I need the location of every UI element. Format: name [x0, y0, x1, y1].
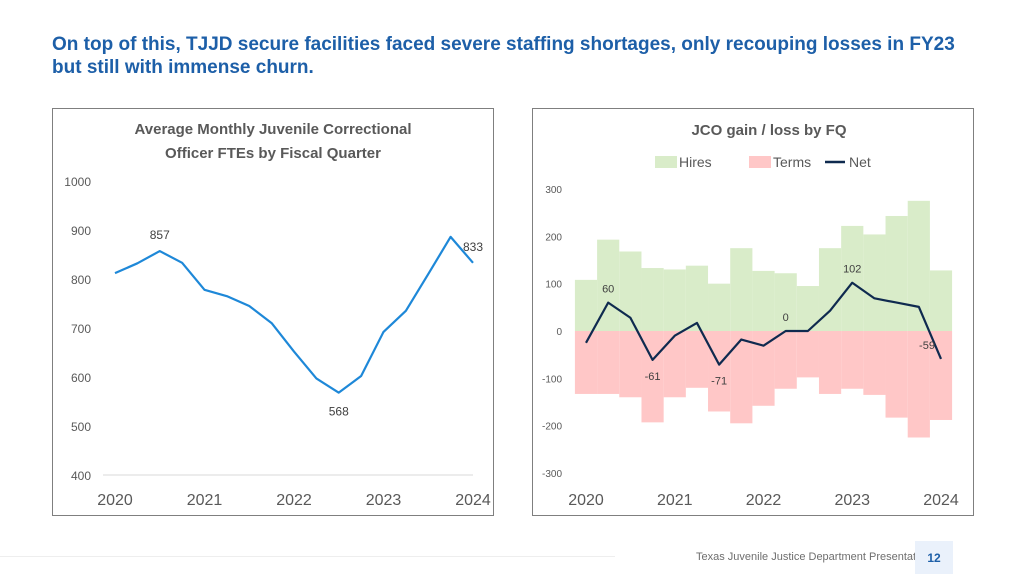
- y-tick-label: 700: [71, 322, 91, 336]
- hires-bar: [774, 273, 797, 331]
- footer-text: Texas Juvenile Justice Department Presen…: [696, 551, 931, 563]
- hires-bar: [796, 286, 819, 331]
- legend-label: Hires: [679, 154, 712, 170]
- fte-data-label: 857: [150, 228, 170, 242]
- y-tick-label: 200: [545, 232, 562, 243]
- hires-bar: [597, 239, 620, 331]
- y-tick-label: 100: [545, 280, 562, 291]
- x-tick-label: 2020: [568, 492, 604, 509]
- net-series-line: [585, 281, 943, 366]
- net-data-label: 102: [843, 264, 861, 276]
- fte-data-label: 568: [329, 405, 349, 419]
- y-tick-label: 800: [71, 273, 91, 287]
- terms-bar: [574, 331, 598, 394]
- slide-title-line-1: On top of this, TJJD secure facilities f…: [52, 34, 955, 55]
- x-tick-label: 2021: [657, 492, 693, 509]
- hires-bar: [685, 265, 709, 331]
- gain-loss-chart-panel: JCO gain / loss by FQ Hires Terms Net 300 200…: [532, 108, 974, 516]
- net-data-label: 60: [602, 284, 614, 296]
- fte-line-chart: Average Monthly Juvenile Correctional Off…: [64, 121, 491, 509]
- terms-bar: [929, 331, 953, 420]
- hires-bar: [574, 279, 598, 331]
- x-tick-label: 2023: [366, 492, 402, 509]
- x-tick-label: 2020: [97, 492, 133, 509]
- legend-swatch-hires: [655, 156, 677, 168]
- fte-series-line: [114, 235, 474, 394]
- terms-bar: [885, 331, 908, 418]
- net-data-label: -61: [645, 371, 661, 383]
- y-tick-label: -100: [542, 374, 562, 385]
- x-tick-label: 2024: [455, 492, 491, 509]
- hires-bar: [907, 200, 930, 331]
- page-number: 12: [915, 541, 953, 574]
- slide-title: On top of this, TJJD secure facilities f…: [52, 33, 1012, 79]
- x-tick-label: 2024: [923, 492, 959, 509]
- chart-title-line: Average Monthly Juvenile Correctional: [134, 121, 411, 138]
- x-tick-label: 2021: [187, 492, 223, 509]
- hires-bar: [818, 248, 842, 331]
- chart-title-line: Officer FTEs by Fiscal Quarter: [165, 145, 381, 162]
- hires-bar: [841, 225, 864, 331]
- footer-divider: [0, 556, 615, 557]
- x-tick-label: 2022: [746, 492, 782, 509]
- terms-bar: [907, 331, 930, 438]
- chart-title: JCO gain / loss by FQ: [691, 122, 846, 139]
- hires-bar: [752, 270, 775, 331]
- terms-bar: [774, 331, 797, 389]
- x-tick-label: 2023: [834, 492, 870, 509]
- net-data-label: 0: [783, 312, 789, 324]
- hires-bar: [885, 215, 908, 331]
- legend-swatch-terms: [749, 156, 771, 168]
- net-data-label: -59: [919, 340, 935, 352]
- hires-bar: [641, 268, 664, 331]
- fte-data-label: 833: [463, 240, 483, 254]
- hires-bar: [708, 283, 731, 331]
- gain-loss-chart: JCO gain / loss by FQ Hires Terms Net 300 200…: [542, 122, 959, 509]
- hires-bar: [663, 269, 686, 331]
- y-tick-label: 300: [545, 185, 562, 196]
- y-tick-label: 0: [556, 327, 562, 338]
- net-data-label: -71: [711, 376, 727, 388]
- hires-bar: [619, 251, 642, 331]
- terms-bar: [796, 331, 819, 378]
- y-tick-label: 900: [71, 224, 91, 238]
- terms-bar: [863, 331, 886, 395]
- x-tick-label: 2022: [276, 492, 312, 509]
- y-tick-label: 600: [71, 371, 91, 385]
- terms-bar: [752, 331, 775, 406]
- y-tick-label: 1000: [64, 175, 91, 189]
- terms-bar: [685, 331, 709, 388]
- y-tick-label: -200: [542, 422, 562, 433]
- terms-bar: [818, 331, 842, 394]
- terms-bar: [730, 331, 753, 424]
- terms-bar: [597, 331, 620, 394]
- y-tick-label: 500: [71, 420, 91, 434]
- y-tick-label: -300: [542, 469, 562, 480]
- legend-label: Net: [849, 154, 871, 170]
- slide-title-line-2: but still with immense churn.: [52, 57, 314, 78]
- y-tick-label: 400: [71, 469, 91, 483]
- legend-label: Terms: [773, 154, 811, 170]
- terms-bar: [619, 331, 642, 398]
- terms-bar: [663, 331, 686, 398]
- terms-bar: [841, 331, 864, 389]
- terms-bar: [708, 331, 731, 412]
- hires-bar: [730, 248, 753, 331]
- fte-chart-panel: Average Monthly Juvenile Correctional Off…: [52, 108, 494, 516]
- hires-bar: [863, 234, 886, 331]
- hires-bar: [929, 270, 953, 331]
